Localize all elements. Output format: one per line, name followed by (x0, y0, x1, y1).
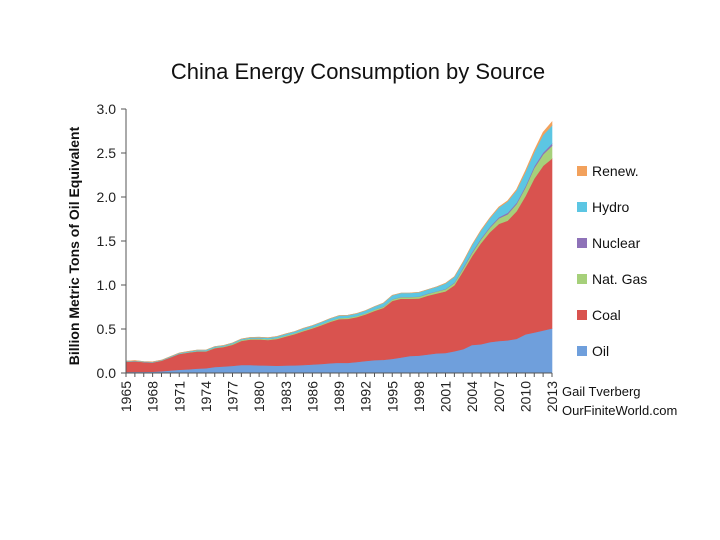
chart-title: China Energy Consumption by Source (171, 59, 545, 84)
x-tick-label: 1974 (198, 381, 214, 412)
legend-swatch (577, 310, 587, 320)
legend-label: Nat. Gas (592, 271, 647, 287)
credit-author: Gail Tverberg (562, 384, 641, 399)
x-tick-label: 1983 (278, 381, 294, 412)
x-tick-label: 1971 (171, 381, 187, 412)
area-coal (125, 157, 553, 373)
x-tick-label: 2001 (438, 381, 454, 412)
legend-label: Nuclear (592, 235, 641, 251)
x-tick-label: 1998 (411, 381, 427, 412)
legend-label: Hydro (592, 199, 630, 215)
legend: Renew. Hydro Nuclear Nat. Gas Coal Oil (577, 163, 647, 359)
legend-label: Coal (592, 307, 621, 323)
x-tick-label: 1980 (251, 381, 267, 412)
legend-swatch (577, 238, 587, 248)
x-tick-label: 1995 (384, 381, 400, 412)
legend-label: Oil (592, 343, 609, 359)
legend-swatch (577, 166, 587, 176)
x-tick-label: 1965 (118, 381, 134, 412)
legend-label: Renew. (592, 163, 639, 179)
y-tick-label: 2.0 (97, 189, 117, 205)
credit-site: OurFiniteWorld.com (562, 403, 677, 418)
x-tick-label: 2010 (517, 381, 533, 412)
y-tick-label: 3.0 (97, 101, 117, 117)
area-renew (125, 120, 553, 363)
legend-swatch (577, 346, 587, 356)
legend-swatch (577, 274, 587, 284)
y-tick-label: 0.5 (97, 321, 117, 337)
legend-swatch (577, 202, 587, 212)
x-tick-label: 1989 (331, 381, 347, 412)
y-tick-label: 1.0 (97, 277, 117, 293)
y-tick-label: 2.5 (97, 145, 117, 161)
x-tick-label: 1968 (145, 381, 161, 412)
plot-areas (125, 120, 553, 374)
x-tick-label: 1992 (358, 381, 374, 412)
y-tick-label: 0.0 (97, 365, 117, 381)
y-tick-label: 1.5 (97, 233, 117, 249)
x-tick-label: 2007 (491, 381, 507, 412)
x-tick-label: 1977 (225, 381, 241, 412)
x-tick-label: 1986 (304, 381, 320, 412)
x-tick-label: 2004 (464, 381, 480, 412)
x-tick-label: 2013 (544, 381, 560, 412)
y-axis-label: Billion Metric Tons of Oil Equivalent (66, 126, 82, 365)
axes: 0.0 0.5 1.0 1.5 2.0 2.5 3.0 1965 1968 1971 1974 197… (97, 101, 560, 412)
